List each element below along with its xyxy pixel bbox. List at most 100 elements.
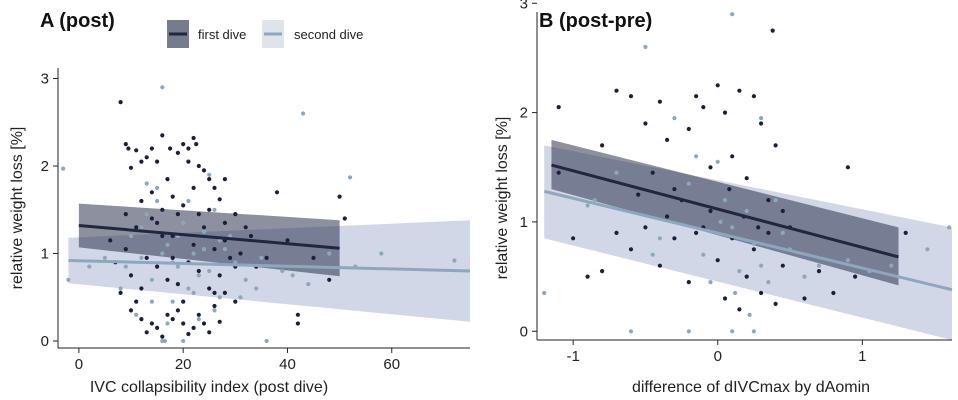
panel-b-point-second-dive <box>672 116 677 121</box>
panel-b-point-first-dive <box>831 290 836 296</box>
panel-b-fit-line-first-dive <box>551 163 899 259</box>
panel-b-point-second-dive <box>751 329 757 334</box>
panel-b-fit-lines <box>543 163 953 292</box>
panel-b-confidence-bands <box>544 139 952 340</box>
panel-b-point-first-dive <box>614 230 619 235</box>
panel-b-point-first-dive <box>759 290 764 296</box>
panel-b-point-first-dive <box>737 307 742 312</box>
panel-b-point-first-dive <box>694 230 699 235</box>
panel-a-point-first-dive <box>144 330 149 335</box>
panel-b-point-second-dive <box>715 159 720 164</box>
panel-b-point-first-dive <box>715 258 720 263</box>
panel-b-point-second-dive <box>708 280 713 285</box>
panel-a-point-first-dive <box>217 319 222 324</box>
panel-a-point-second-dive <box>118 286 123 291</box>
panel-a-point-first-dive <box>295 312 300 317</box>
panel-b-point-second-dive <box>733 290 738 296</box>
panel-b-x-tick-label: 0 <box>714 348 722 365</box>
panel-a-point-second-dive <box>181 338 186 344</box>
panel-b-point-first-dive <box>780 263 785 268</box>
panel-b-point-first-dive <box>727 187 732 192</box>
panel-b-point-first-dive <box>657 263 663 268</box>
panel-b-point-first-dive <box>571 236 576 241</box>
panel-a-point-first-dive <box>165 277 170 282</box>
panel-b-point-second-dive <box>730 329 735 334</box>
panel-a-point-second-dive <box>162 338 167 344</box>
panel-a-point-first-dive <box>181 321 186 326</box>
panel-a-point-first-dive <box>144 155 149 160</box>
panel-a-point-second-dive <box>165 242 170 247</box>
panel-b-point-second-dive <box>947 225 952 230</box>
panel-a-point-first-dive <box>126 146 131 151</box>
panel-a-point-first-dive <box>207 177 212 182</box>
panel-a-point-first-dive <box>186 159 191 164</box>
panel-a-point-first-dive <box>337 194 342 199</box>
panel-b-point-first-dive <box>657 99 663 104</box>
panel-b-point-first-dive <box>686 280 691 285</box>
panel-b-point-first-dive <box>751 94 757 99</box>
panel-b-point-first-dive <box>903 230 908 235</box>
panel-b-point-first-dive <box>708 208 713 214</box>
panel-a-point-second-dive <box>254 286 259 291</box>
panel-a-point-second-dive <box>264 338 269 344</box>
panel-a-point-second-dive <box>201 229 207 234</box>
panel-b-point-first-dive <box>773 143 778 148</box>
panel-a-point-first-dive <box>222 220 227 225</box>
panel-a-point-first-dive <box>212 185 217 190</box>
panel-a-x-tick-label: 20 <box>175 356 192 373</box>
panel-b-point-first-dive <box>816 269 822 274</box>
panel-a-point-first-dive <box>170 194 175 199</box>
panel-b-point-first-dive <box>628 247 634 252</box>
panel-a-y-label: relative weight loss [%] <box>9 127 26 290</box>
panel-b-point-second-dive <box>925 247 930 252</box>
panel-b-point-first-dive <box>802 296 807 301</box>
panel-a-point-second-dive <box>170 299 175 304</box>
panel-a-point-first-dive <box>118 290 123 295</box>
panel-a-point-second-dive <box>134 312 139 317</box>
panel-a-point-first-dive <box>165 312 170 317</box>
panel-a-point-second-dive <box>207 172 212 177</box>
panel-a-point-second-dive <box>212 207 217 212</box>
panel-a-point-second-dive <box>228 233 233 239</box>
panel-b-point-second-dive <box>759 116 764 121</box>
panel-a-x-tick-label: 40 <box>279 356 296 373</box>
panel-b-point-first-dive <box>672 187 677 192</box>
panel-b-point-second-dive <box>730 225 735 230</box>
panel-a-point-first-dive <box>196 163 201 169</box>
panel-b-point-second-dive <box>730 12 735 17</box>
panel-b-point-first-dive <box>845 165 851 170</box>
panel-a-point-first-dive <box>160 334 165 339</box>
panel-a-point-first-dive <box>175 150 180 155</box>
panel-b-point-first-dive <box>650 170 655 175</box>
legend-label-second-dive: second dive <box>294 27 363 42</box>
panel-a-y-tick-label: 1 <box>41 246 49 263</box>
panel-a-point-second-dive <box>87 264 92 269</box>
panel-a-point-first-dive <box>170 255 175 260</box>
panel-a-point-second-dive <box>217 295 222 300</box>
panel-a-point-first-dive <box>212 290 217 295</box>
panel-b-x-tick-label: 1 <box>858 348 866 365</box>
panel-b-point-second-dive <box>686 329 691 334</box>
panel-a-point-first-dive <box>155 264 160 269</box>
panel-b-point-first-dive <box>556 170 561 175</box>
panel-b-y-tick-label: 3 <box>520 0 528 12</box>
panel-b-point-first-dive <box>751 247 757 252</box>
panel-a-point-first-dive <box>191 185 196 190</box>
panel-b-point-first-dive <box>585 274 590 279</box>
panel-b-point-first-dive <box>643 121 648 126</box>
panel-b-point-first-dive <box>614 88 619 93</box>
panel-a-point-first-dive <box>149 146 154 151</box>
panel-a-point-first-dive <box>196 312 201 317</box>
panel-b-point-first-dive <box>744 274 749 279</box>
panel-b-point-second-dive <box>747 312 752 317</box>
panel-b-band-first-dive <box>551 139 899 286</box>
panel-a-point-first-dive <box>295 321 300 326</box>
panel-a-point-second-dive <box>165 321 170 326</box>
panel-b-point-second-dive <box>657 236 663 241</box>
panel-a-point-first-dive <box>233 299 238 304</box>
panel-a-point-first-dive <box>139 159 144 164</box>
panel-a-point-first-dive <box>196 268 201 274</box>
panel-a-point-first-dive <box>243 225 248 230</box>
panel-b-point-second-dive <box>759 263 764 268</box>
panel-a-point-second-dive <box>379 251 384 256</box>
